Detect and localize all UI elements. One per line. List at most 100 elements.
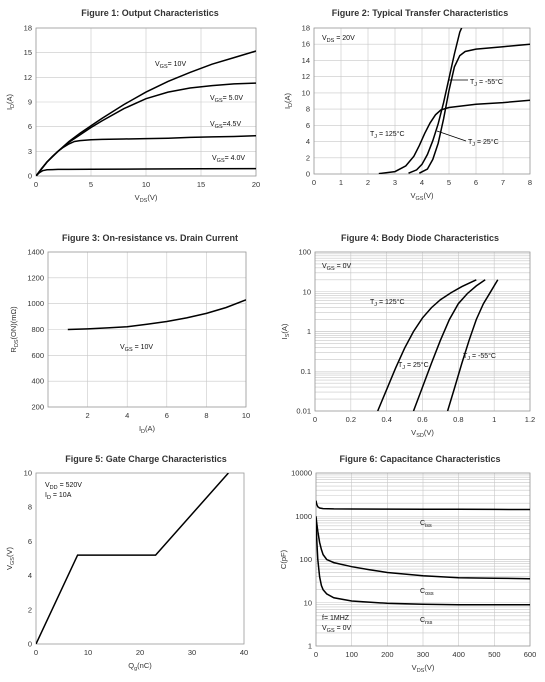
annotation: TJ = 25°C xyxy=(468,138,499,148)
annotation: Ciss xyxy=(420,520,432,529)
y-tick-label: 100 xyxy=(298,248,311,257)
leader-line xyxy=(436,130,467,142)
x-tick-label: 15 xyxy=(197,180,205,189)
y-tick-label: 10 xyxy=(303,287,311,296)
annotation: TJ = 125°C xyxy=(370,298,405,308)
y-tick-label: 1000 xyxy=(295,512,312,521)
series-group xyxy=(36,50,256,176)
chart-1: 0 5 10 15 20 0 3 6 9 12 15 18 VDS(V) ID(A) VGS= 10V VGS… xyxy=(5,24,260,205)
y-tick-label: 3 xyxy=(28,147,32,156)
annotation: Crss xyxy=(420,617,433,626)
plot-frame xyxy=(314,251,531,412)
y-tick-label: 12 xyxy=(302,72,310,81)
y-tick-label: 2 xyxy=(306,153,310,162)
x-tick-label: 30 xyxy=(188,648,196,657)
y-tick-label: 8 xyxy=(28,503,32,512)
series-line xyxy=(408,28,463,174)
x-tick-label: 2 xyxy=(86,411,90,420)
series-group xyxy=(316,500,530,606)
x-axis-label: ID(A) xyxy=(139,424,156,435)
y-tick-label: 0 xyxy=(28,640,32,649)
x-tick-label: 0.6 xyxy=(417,415,427,424)
series-line xyxy=(36,134,256,176)
x-tick-label: 4 xyxy=(125,411,129,420)
chart-5: 0 10 20 30 40 0 2 4 6 8 10 Qg(nC) VGS(V) VDD = 520VID… xyxy=(5,469,248,673)
annotation: VDD = 520V xyxy=(45,482,82,491)
x-tick-label: 8 xyxy=(528,178,532,187)
x-tick-label: 7 xyxy=(501,178,505,187)
y-tick-label: 10000 xyxy=(291,469,312,478)
y-tick-label: 10 xyxy=(24,469,32,478)
x-tick-label: 20 xyxy=(136,648,144,657)
y-tick-label: 18 xyxy=(24,24,32,33)
chart-3: 2 4 6 8 10 200 400 600 800 1000 1200 1400 ID(A) RDS(O… xyxy=(9,248,250,436)
x-tick-label: 0 xyxy=(314,650,318,659)
x-axis-label: VSD(V) xyxy=(411,428,434,439)
x-tick-label: 3 xyxy=(393,178,397,187)
y-tick-label: 6 xyxy=(306,121,310,130)
plot-frame xyxy=(35,472,245,645)
annotation: VGS = 0V xyxy=(322,263,351,272)
y-tick-label: 0 xyxy=(28,172,32,181)
chart-6: 0 100 200 300 400 500 600 1 10 100 1000 10000 VDS(V)… xyxy=(279,469,536,675)
annotation: TJ = 125°C xyxy=(370,130,405,140)
y-tick-label: 14 xyxy=(302,56,310,65)
series-line xyxy=(446,279,499,411)
y-tick-label: 10 xyxy=(304,598,312,607)
y-axis-label: VGS(V) xyxy=(5,547,16,570)
x-tick-label: 5 xyxy=(447,178,451,187)
y-tick-label: 600 xyxy=(31,351,44,360)
x-tick-label: 4 xyxy=(420,178,424,187)
series-line xyxy=(36,167,256,176)
x-axis-label: Qg(nC) xyxy=(128,661,152,672)
x-tick-label: 6 xyxy=(165,411,169,420)
x-tick-label: 10 xyxy=(242,411,250,420)
y-tick-label: 6 xyxy=(28,122,32,131)
y-tick-label: 1 xyxy=(308,642,312,651)
series-group xyxy=(377,279,499,411)
x-tick-label: 300 xyxy=(417,650,430,659)
x-tick-label: 0.4 xyxy=(381,415,391,424)
annotation: Coss xyxy=(420,588,434,597)
fig3-title: Figure 3: On-resistance vs. Drain Curren… xyxy=(62,233,238,243)
series-line xyxy=(316,516,530,580)
x-tick-label: 100 xyxy=(345,650,358,659)
x-axis-label: VDS(V) xyxy=(412,663,435,674)
x-tick-label: 1.2 xyxy=(525,415,535,424)
series-group xyxy=(67,299,246,331)
series-line xyxy=(412,279,486,411)
y-tick-label: 100 xyxy=(299,555,312,564)
y-tick-label: 9 xyxy=(28,98,32,107)
series-line xyxy=(377,279,477,411)
x-tick-label: 5 xyxy=(89,180,93,189)
x-tick-label: 0 xyxy=(34,648,38,657)
x-axis-label: VDS(V) xyxy=(135,193,158,204)
annotation: f= 1MHZ xyxy=(322,615,350,622)
annotation: VGS= 5.0V xyxy=(210,95,243,104)
series-group xyxy=(36,473,229,644)
y-tick-label: 1000 xyxy=(27,299,44,308)
fig2-title: Figure 2: Typical Transfer Characteristi… xyxy=(332,8,508,18)
y-tick-label: 0.1 xyxy=(301,367,311,376)
y-axis-label: C(pF) xyxy=(279,549,288,569)
y-tick-label: 15 xyxy=(24,48,32,57)
x-tick-label: 10 xyxy=(142,180,150,189)
y-axis-label: ID(A) xyxy=(283,92,294,109)
y-tick-label: 4 xyxy=(306,137,310,146)
annotation: ID = 10A xyxy=(45,492,72,501)
y-axis-label: IS(A) xyxy=(280,323,291,339)
fig5-title: Figure 5: Gate Charge Characteristics xyxy=(65,454,227,464)
series-line xyxy=(67,299,246,331)
y-tick-label: 400 xyxy=(31,377,44,386)
fig6-title: Figure 6: Capacitance Characteristics xyxy=(339,454,500,464)
annotation: VGS=4.5V xyxy=(210,121,241,130)
y-tick-label: 1200 xyxy=(27,273,44,282)
y-tick-label: 1 xyxy=(307,327,311,336)
annotation: TJ = -55°C xyxy=(470,78,503,88)
plot-frame xyxy=(315,472,531,647)
series-line xyxy=(36,473,229,644)
y-tick-label: 6 xyxy=(28,537,32,546)
x-tick-label: 8 xyxy=(204,411,208,420)
